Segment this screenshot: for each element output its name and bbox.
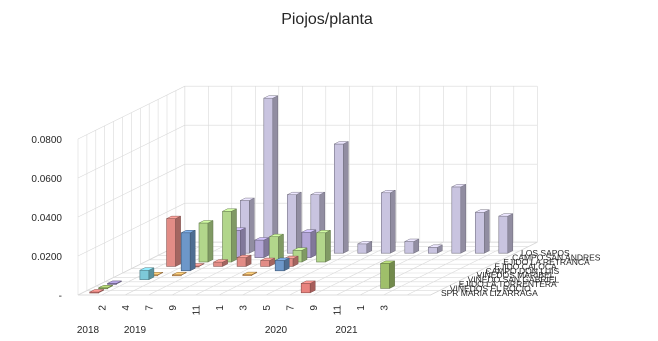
- x-tick-label: 7: [145, 305, 156, 311]
- y-tick-label: 0.0400: [31, 213, 62, 224]
- bar: [475, 210, 489, 253]
- bar-front: [317, 233, 326, 262]
- x-tick-label: 9: [168, 305, 179, 311]
- x-tick-label: 7: [286, 305, 297, 311]
- bar-front: [381, 193, 390, 253]
- x-tick-label: 11: [192, 305, 203, 316]
- bar-side: [208, 221, 213, 263]
- bar: [499, 214, 513, 254]
- bar-front: [334, 144, 343, 253]
- bar-side: [343, 142, 348, 254]
- bar-side: [390, 190, 395, 253]
- bar: [287, 192, 301, 253]
- bar-front: [287, 195, 296, 254]
- x-tick-label: 2: [98, 305, 109, 311]
- y-tick-label: -: [59, 291, 62, 302]
- bar: [223, 209, 237, 262]
- bar-front: [261, 261, 270, 267]
- bar: [452, 184, 466, 253]
- year-label: 2020: [265, 325, 288, 336]
- bar-side: [508, 214, 513, 254]
- bar: [334, 142, 348, 254]
- bar-side: [326, 230, 331, 262]
- bar: [264, 96, 278, 254]
- bar: [140, 268, 154, 280]
- bar: [301, 281, 315, 293]
- x-tick-label: 5: [262, 305, 273, 311]
- bar-front: [140, 270, 149, 279]
- y-tick-label: 0.0800: [31, 135, 62, 146]
- bar: [381, 190, 395, 253]
- bar-front: [167, 219, 176, 267]
- bar-front: [223, 211, 232, 262]
- x-tick-label: 9: [309, 305, 320, 311]
- bar-front: [428, 247, 437, 253]
- bar-side: [264, 238, 269, 258]
- bar-side: [190, 230, 195, 271]
- bar-front: [199, 223, 208, 262]
- bar-front: [301, 283, 310, 292]
- y-tick-label: 0.0600: [31, 174, 62, 185]
- bar: [199, 221, 213, 263]
- bar-side: [461, 184, 466, 253]
- bar-front: [358, 244, 367, 253]
- year-label: 2019: [124, 325, 147, 336]
- year-label: 2018: [77, 325, 100, 336]
- chart-title: Piojos/planta: [281, 11, 373, 28]
- bar: [255, 238, 269, 258]
- bar-front: [181, 233, 190, 271]
- y-tick-label: 0.0200: [31, 252, 62, 263]
- bar-side: [484, 210, 489, 253]
- bar-front: [237, 258, 246, 267]
- x-tick-label: 3: [239, 305, 250, 311]
- bar-side: [390, 261, 395, 288]
- bar-side: [311, 230, 316, 258]
- bar-front: [475, 212, 484, 253]
- bar-front: [275, 260, 284, 270]
- grid: [78, 86, 537, 295]
- bar: [405, 239, 419, 253]
- x-tick-label: 1: [356, 305, 367, 311]
- bar: [167, 216, 181, 266]
- bar-side: [232, 209, 237, 262]
- bar: [261, 258, 275, 266]
- year-label: 2021: [335, 325, 358, 336]
- bar: [317, 230, 331, 262]
- bar: [275, 258, 289, 271]
- bar-front: [405, 242, 414, 254]
- bar-front: [255, 240, 264, 258]
- x-tick-label: 1: [215, 305, 226, 311]
- bar-front: [264, 98, 273, 253]
- x-tick-label: 11: [333, 305, 344, 316]
- bar-front: [452, 187, 461, 253]
- bar-front: [214, 262, 223, 266]
- series-label: LOS SAPOS: [521, 248, 570, 258]
- bar-side: [240, 228, 245, 258]
- bar: [358, 241, 372, 253]
- bar-side: [273, 96, 278, 254]
- bar-side: [296, 192, 301, 253]
- bar-side: [176, 216, 181, 266]
- bar-front: [499, 216, 508, 253]
- bar: [428, 245, 442, 253]
- bar: [381, 261, 395, 288]
- x-tick-label: 4: [121, 305, 132, 311]
- bar: [237, 255, 251, 266]
- x-tick-label: 3: [380, 305, 391, 311]
- bar: [181, 230, 195, 271]
- bar-front: [381, 263, 390, 288]
- bar-side: [249, 198, 254, 253]
